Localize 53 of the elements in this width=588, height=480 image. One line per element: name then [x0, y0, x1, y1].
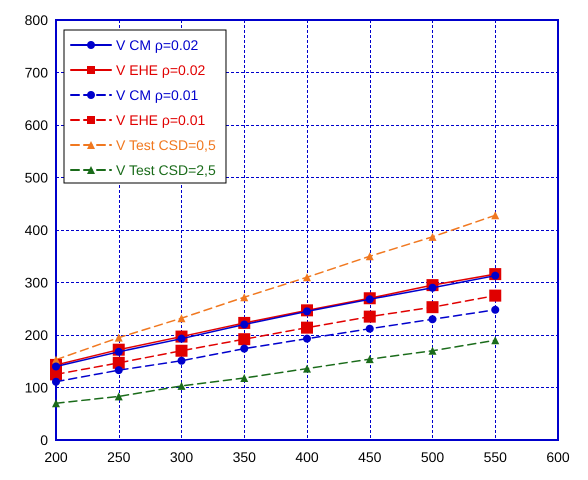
point	[428, 346, 436, 355]
x-tick-label: 450	[358, 449, 382, 465]
x-tick-label: 200	[44, 449, 68, 465]
y-tick-label: 300	[24, 274, 48, 290]
point	[303, 273, 311, 282]
x-tick-label: 600	[546, 449, 570, 465]
y-tick-label: 800	[24, 12, 48, 28]
y-tick-label: 700	[24, 64, 48, 80]
y-tick-label: 600	[24, 117, 48, 133]
y-tick-label: 100	[24, 380, 48, 396]
point	[301, 322, 313, 334]
point	[489, 290, 502, 302]
point	[303, 364, 311, 373]
point	[426, 301, 438, 314]
legend-label: V EHE ρ=0.01	[116, 112, 206, 128]
x-tick-label: 300	[170, 449, 194, 465]
legend-label: V CM ρ=0.02	[116, 37, 198, 53]
point	[114, 392, 123, 400]
y-tick-label: 400	[24, 222, 48, 238]
x-tick-label: 500	[420, 449, 444, 465]
x-tick-label: 550	[484, 449, 508, 465]
point	[366, 324, 374, 333]
y-tick-label: 500	[24, 170, 48, 186]
point	[178, 314, 186, 322]
point	[491, 306, 500, 314]
point	[364, 310, 376, 323]
point	[491, 211, 500, 220]
point	[52, 399, 60, 408]
x-tick-label: 400	[295, 449, 319, 465]
point	[428, 232, 436, 241]
point	[114, 334, 123, 342]
legend-label: V CM ρ=0.01	[116, 87, 198, 103]
point	[178, 382, 186, 390]
point	[178, 356, 186, 365]
legend-label: V Test CSD=2,5	[116, 162, 216, 178]
point	[491, 336, 500, 344]
legend-label: V EHE ρ=0.02	[116, 62, 206, 78]
point	[52, 378, 60, 386]
point	[303, 334, 311, 343]
point	[240, 293, 248, 302]
x-tick-label: 350	[232, 449, 256, 465]
x-tick-label: 250	[107, 449, 131, 465]
y-tick-label: 0	[40, 432, 48, 448]
point	[176, 344, 188, 357]
point	[428, 315, 436, 324]
point	[238, 333, 250, 346]
legend-label: V Test CSD=0,5	[116, 137, 216, 153]
point	[240, 344, 248, 353]
point	[240, 374, 248, 382]
point	[366, 252, 374, 260]
y-tick-label: 200	[24, 327, 48, 343]
point	[366, 355, 374, 364]
point	[114, 366, 123, 374]
